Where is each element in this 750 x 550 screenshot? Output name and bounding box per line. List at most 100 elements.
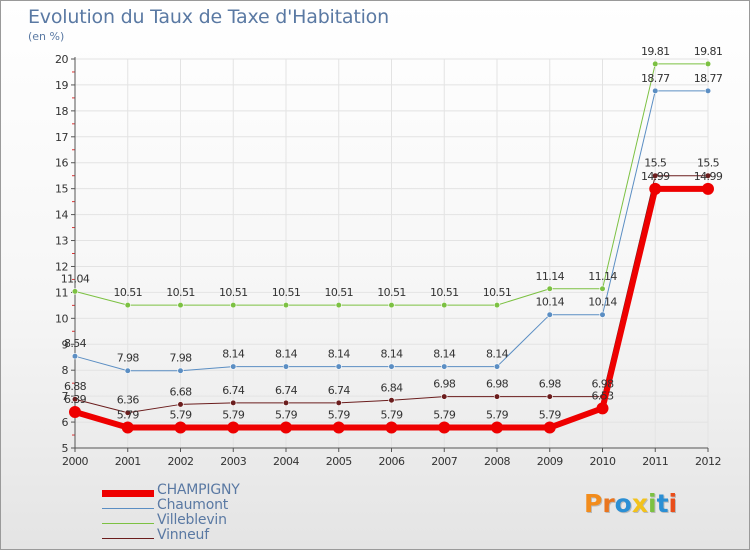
data-point-chaumont — [335, 363, 342, 370]
data-point-villeblevin — [599, 285, 606, 292]
data-point-vinneuf — [71, 396, 79, 403]
legend-swatch — [102, 537, 154, 539]
data-point-chaumont — [124, 367, 131, 374]
data-point-villeblevin — [282, 302, 290, 309]
data-label-chaumont: 7.98 — [117, 352, 140, 365]
x-tick-label: 2006 — [379, 455, 405, 468]
data-point-villeblevin — [652, 60, 659, 68]
data-label-chaumont: 8.14 — [328, 348, 351, 361]
data-point-chaumont — [704, 87, 712, 94]
data-label-vinneuf: 15.5 — [697, 157, 720, 170]
data-label-champigny: 5.79 — [433, 409, 456, 422]
x-tick-label: 2003 — [220, 455, 246, 468]
data-label-champigny: 5.79 — [539, 409, 562, 422]
data-point-champigny — [491, 421, 503, 434]
x-tick-label: 2005 — [326, 455, 352, 468]
data-point-vinneuf — [388, 397, 395, 404]
data-point-champigny — [69, 405, 81, 418]
data-label-villeblevin: 10.51 — [272, 286, 301, 299]
data-label-champigny: 6.53 — [591, 389, 614, 402]
logo-letter: x — [631, 489, 648, 518]
data-point-vinneuf — [177, 401, 184, 408]
data-label-chaumont: 7.98 — [169, 352, 192, 365]
x-tick-label: 2002 — [168, 455, 194, 468]
x-tick-label: 2011 — [642, 455, 668, 468]
data-point-chaumont — [493, 363, 501, 370]
data-point-chaumont — [177, 367, 184, 374]
data-point-champigny — [227, 421, 240, 434]
data-label-champigny: 6.39 — [64, 393, 87, 406]
data-point-villeblevin — [230, 302, 237, 309]
data-label-champigny: 14.99 — [641, 170, 670, 183]
data-label-vinneuf: 15.5 — [644, 157, 667, 170]
data-label-vinneuf: 6.74 — [222, 384, 245, 397]
y-tick-label: 9 — [62, 338, 69, 351]
data-label-chaumont: 8.14 — [433, 348, 456, 361]
data-label-champigny: 5.79 — [486, 409, 509, 422]
data-label-vinneuf: 6.98 — [539, 378, 562, 391]
data-label-chaumont: 8.14 — [222, 348, 245, 361]
data-label-vinneuf: 6.68 — [169, 385, 192, 398]
logo-letter: P — [584, 489, 603, 518]
chart-title: Evolution du Taux de Taxe d'Habitation — [28, 6, 389, 28]
data-label-villeblevin: 10.51 — [430, 286, 459, 299]
data-label-chaumont: 10.14 — [588, 296, 617, 309]
data-label-villeblevin: 10.51 — [219, 286, 248, 299]
y-tick-label: 16 — [55, 157, 68, 170]
data-label-villeblevin: 11.14 — [588, 270, 617, 283]
data-label-vinneuf: 6.36 — [117, 394, 140, 407]
data-point-chaumont — [388, 363, 395, 370]
y-tick-label: 13 — [55, 235, 68, 248]
data-point-champigny — [174, 421, 187, 434]
data-point-vinneuf — [704, 172, 712, 179]
data-point-vinneuf — [546, 393, 553, 400]
y-tick-label: 14 — [55, 209, 68, 222]
data-point-villeblevin — [71, 288, 79, 295]
data-label-chaumont: 8.14 — [380, 348, 403, 361]
data-label-champigny: 5.79 — [222, 409, 245, 422]
data-point-champigny — [649, 182, 662, 195]
x-tick-label: 2009 — [537, 455, 563, 468]
data-point-champigny — [280, 421, 292, 434]
data-point-vinneuf — [441, 393, 448, 400]
y-tick-label: 17 — [55, 131, 68, 144]
x-tick-label: 2007 — [431, 455, 457, 468]
data-label-champigny: 5.79 — [275, 409, 298, 422]
y-tick-label: 6 — [62, 416, 69, 429]
data-label-villeblevin: 10.51 — [166, 286, 195, 299]
data-label-villeblevin: 19.81 — [641, 45, 670, 58]
legend-swatch — [102, 507, 154, 509]
data-point-champigny — [121, 421, 134, 434]
logo-letter: i — [668, 489, 678, 518]
data-label-chaumont: 10.14 — [536, 296, 565, 309]
data-point-villeblevin — [335, 302, 342, 309]
data-point-chaumont — [282, 363, 290, 370]
data-point-champigny — [543, 421, 556, 434]
data-label-vinneuf: 6.74 — [275, 384, 298, 397]
data-label-vinneuf: 6.74 — [328, 384, 351, 397]
logo-letter: o — [614, 489, 632, 518]
data-label-chaumont: 8.54 — [64, 337, 87, 350]
data-label-villeblevin: 11.04 — [61, 272, 90, 285]
legend-label: CHAMPIGNY — [157, 482, 240, 498]
y-tick-label: 10 — [55, 312, 68, 325]
legend-label: Chaumont — [157, 497, 229, 513]
data-point-vinneuf — [493, 393, 501, 400]
x-tick-label: 2008 — [484, 455, 510, 468]
data-point-villeblevin — [704, 60, 712, 68]
data-point-champigny — [385, 421, 398, 434]
y-tick-label: 18 — [55, 105, 68, 118]
data-point-chaumont — [441, 363, 448, 370]
data-point-vinneuf — [124, 409, 131, 416]
data-label-vinneuf: 6.98 — [486, 378, 509, 391]
data-point-champigny — [438, 421, 451, 434]
data-label-vinneuf: 6.84 — [380, 381, 403, 394]
data-label-villeblevin: 19.81 — [694, 45, 723, 58]
data-point-vinneuf — [335, 399, 342, 406]
data-point-villeblevin — [493, 302, 501, 309]
data-point-villeblevin — [124, 302, 131, 309]
y-tick-label: 8 — [62, 364, 69, 377]
data-point-chaumont — [652, 87, 659, 94]
y-tick-label: 11 — [55, 286, 68, 299]
